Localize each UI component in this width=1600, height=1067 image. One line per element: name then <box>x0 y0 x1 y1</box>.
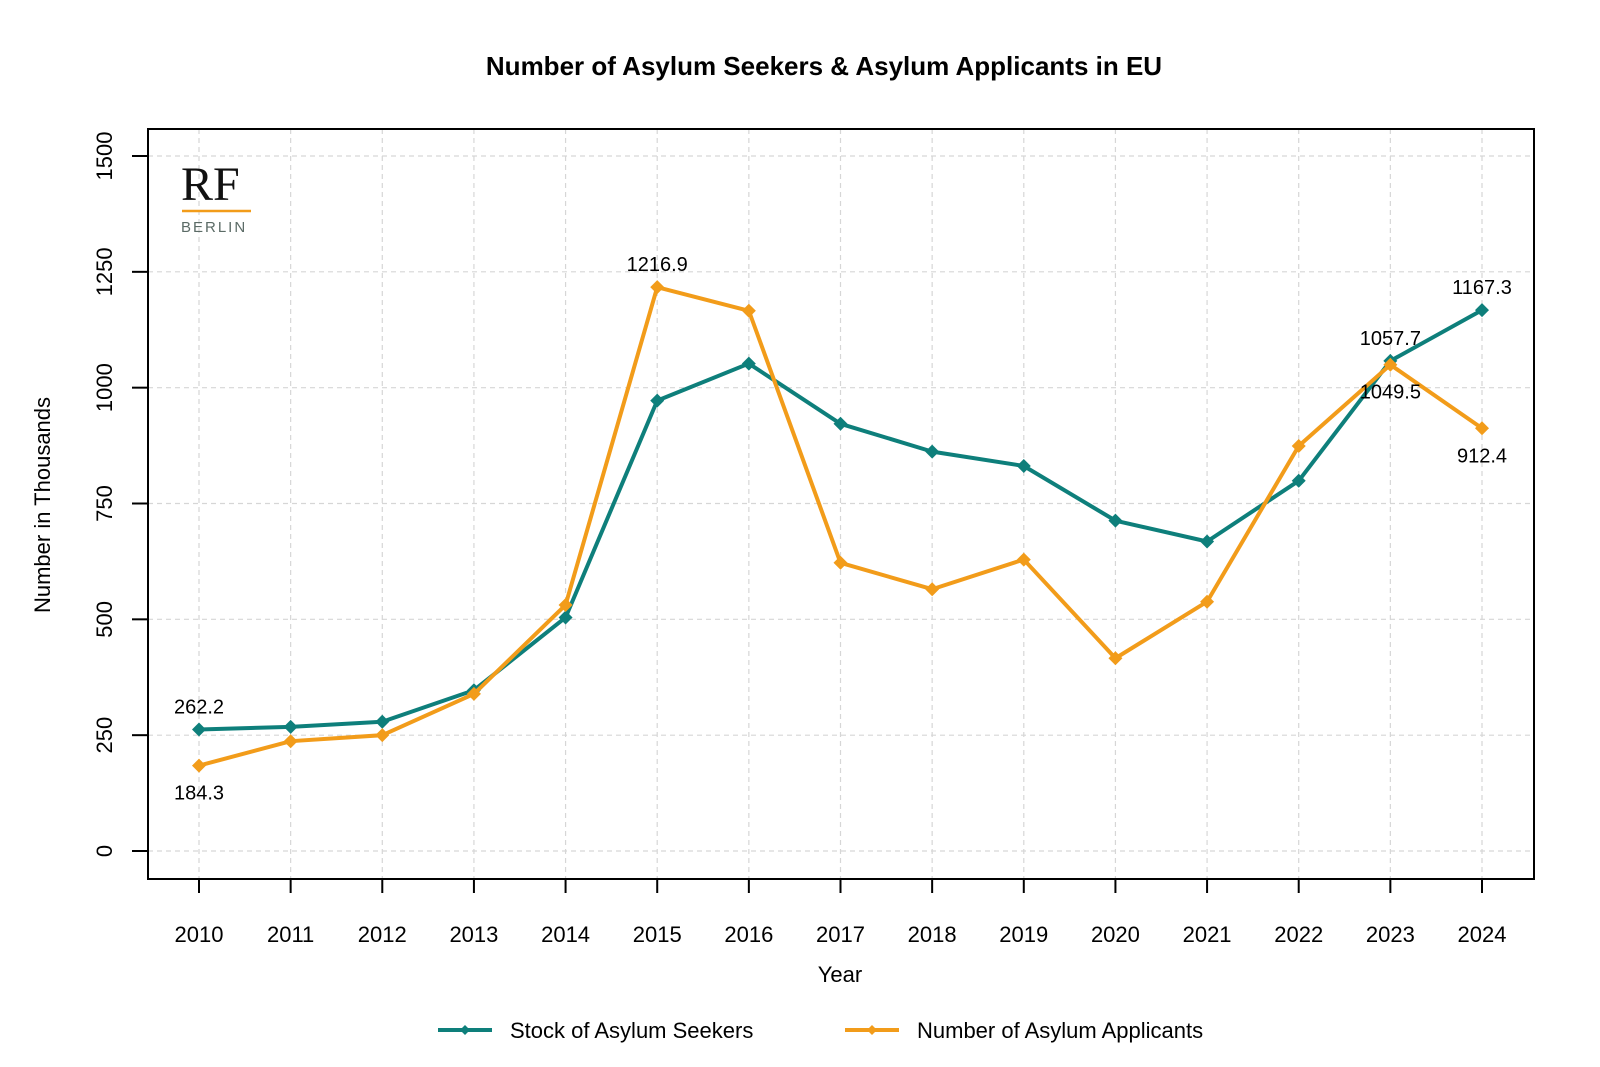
data-point-marker <box>1108 513 1123 528</box>
legend-item: Number of Asylum Applicants <box>845 1018 1203 1043</box>
data-label: 262.2 <box>174 697 224 719</box>
data-point-marker <box>925 444 940 459</box>
y-tick-label: 1250 <box>92 247 117 296</box>
x-tick-label: 2016 <box>724 922 773 947</box>
data-point-marker <box>1291 473 1306 488</box>
series-layer <box>192 280 1489 773</box>
x-tick-label: 2020 <box>1091 922 1140 947</box>
data-point-marker <box>650 280 665 295</box>
y-tick-label: 1500 <box>92 132 117 181</box>
x-tick-label: 2023 <box>1366 922 1415 947</box>
chart-title: Number of Asylum Seekers & Asylum Applic… <box>486 51 1162 81</box>
x-tick-label: 2013 <box>449 922 498 947</box>
y-axis: 0 250 500 750 1000 1250 1500 <box>92 132 148 857</box>
data-point-marker <box>558 610 573 625</box>
x-axis-label: Year <box>818 962 862 987</box>
x-tick-label: 2024 <box>1458 922 1507 947</box>
logo-subtitle: BERLIN <box>181 219 247 236</box>
x-tick-label: 2019 <box>999 922 1048 947</box>
x-tick-label: 2022 <box>1274 922 1323 947</box>
data-label: 184.3 <box>174 783 224 805</box>
data-point-marker <box>1108 651 1123 666</box>
y-tick-label: 1000 <box>92 363 117 412</box>
data-point-marker <box>192 758 206 773</box>
y-tick-label: 500 <box>92 601 117 638</box>
rf-berlin-logo: RF BERLIN <box>181 158 251 236</box>
data-point-marker <box>741 356 756 371</box>
legend-label: Stock of Asylum Seekers <box>510 1018 753 1043</box>
data-label: 1216.9 <box>627 254 688 276</box>
legend: Stock of Asylum Seekers Number of Asylum … <box>438 1018 1203 1043</box>
data-point-marker <box>375 714 390 729</box>
x-tick-label: 2011 <box>267 922 314 947</box>
data-point-marker <box>1200 594 1215 609</box>
data-point-marker <box>1291 439 1306 454</box>
y-tick-label: 0 <box>92 845 117 857</box>
data-point-marker <box>192 722 206 737</box>
data-point-marker <box>741 303 756 318</box>
logo-mark: RF <box>181 158 240 211</box>
data-point-marker <box>1383 357 1398 372</box>
data-label: 1057.7 <box>1360 328 1421 350</box>
data-point-marker <box>1200 534 1215 549</box>
x-tick-label: 2018 <box>908 922 957 947</box>
y-tick-label: 250 <box>92 717 117 754</box>
data-point-marker <box>925 582 940 597</box>
data-labels: 262.2 1057.7 1167.3 184.3 1216.9 1049.5 912.4 <box>174 254 1512 804</box>
x-tick-label: 2017 <box>816 922 865 947</box>
legend-swatch-marker <box>867 1025 877 1035</box>
data-label: 1167.3 <box>1452 277 1512 299</box>
data-point-marker <box>833 555 848 570</box>
x-tick-label: 2012 <box>358 922 407 947</box>
x-axis: 2010 2011 2012 2013 2014 2015 2016 2017 2018 2019… <box>175 879 1507 947</box>
y-axis-label: Number in Thousands <box>30 397 55 613</box>
data-point-marker <box>558 597 573 612</box>
data-label: 1049.5 <box>1360 382 1421 404</box>
x-tick-label: 2015 <box>633 922 682 947</box>
x-tick-label: 2014 <box>541 922 590 947</box>
data-label: 912.4 <box>1457 445 1507 467</box>
gridlines <box>148 129 1534 879</box>
x-tick-label: 2021 <box>1183 922 1232 947</box>
legend-label: Number of Asylum Applicants <box>917 1018 1203 1043</box>
data-point-marker <box>375 728 390 743</box>
data-point-marker <box>1016 552 1031 567</box>
data-point-marker <box>650 393 665 408</box>
data-point-marker <box>283 734 298 749</box>
series-number-of-asylum-applicants <box>192 280 1489 773</box>
legend-swatch-marker <box>460 1025 470 1035</box>
y-tick-label: 750 <box>92 485 117 522</box>
data-point-marker <box>1475 421 1489 436</box>
data-point-marker <box>283 719 298 734</box>
data-point-marker <box>1016 458 1031 473</box>
legend-item: Stock of Asylum Seekers <box>438 1018 753 1043</box>
data-point-marker <box>833 416 848 431</box>
data-point-marker <box>1475 303 1489 318</box>
x-tick-label: 2010 <box>175 922 224 947</box>
data-point-marker <box>466 686 481 701</box>
